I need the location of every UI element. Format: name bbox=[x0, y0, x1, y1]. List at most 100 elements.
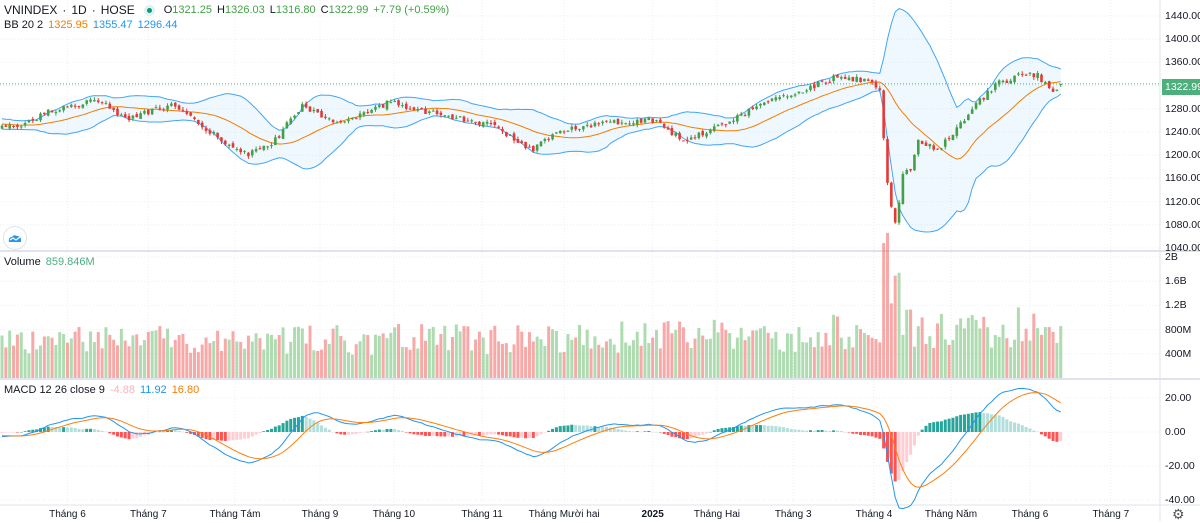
candle-body bbox=[127, 115, 131, 121]
macd-histogram-bar bbox=[458, 432, 462, 436]
candle-body bbox=[231, 143, 235, 148]
macd-legend[interactable]: MACD 12 26 close 9 -4.88 11.92 16.80 bbox=[4, 384, 199, 396]
macd-histogram-bar bbox=[123, 432, 127, 439]
candle-body bbox=[393, 101, 396, 103]
volume-bar bbox=[15, 334, 19, 378]
macd-histogram-bar bbox=[370, 431, 374, 432]
close-label: C bbox=[320, 4, 329, 16]
candle-body bbox=[532, 146, 535, 152]
candle-body bbox=[408, 108, 412, 110]
candle-body bbox=[789, 95, 793, 98]
macd-histogram-bar bbox=[243, 432, 247, 439]
candle-body bbox=[982, 97, 986, 100]
volume-bar bbox=[747, 336, 751, 378]
volume-bar bbox=[793, 351, 797, 378]
volume-bar bbox=[916, 326, 920, 378]
candle-body bbox=[485, 121, 489, 124]
volume-bar bbox=[35, 349, 39, 378]
macd-histogram-bar bbox=[385, 428, 389, 432]
volume-bar bbox=[1051, 331, 1055, 378]
volume-bar bbox=[766, 332, 770, 378]
candle-body bbox=[805, 90, 808, 92]
candle-body bbox=[343, 121, 346, 123]
macd-histogram-bar bbox=[443, 432, 447, 437]
macd-histogram-bar bbox=[905, 432, 909, 463]
candle-body bbox=[493, 121, 497, 126]
volume-bar bbox=[835, 316, 839, 378]
candle-body bbox=[189, 112, 192, 116]
macd-histogram-bar bbox=[543, 432, 547, 433]
candle-body bbox=[374, 106, 377, 110]
macd-histogram-bar bbox=[1055, 432, 1059, 442]
volume-bar bbox=[716, 332, 720, 378]
bb-legend[interactable]: BB 20 2 1325.95 1355.47 1296.44 bbox=[4, 19, 177, 31]
candle-body bbox=[574, 126, 577, 130]
candle-body bbox=[901, 174, 905, 204]
macd-histogram-bar bbox=[19, 431, 23, 433]
volume-bar bbox=[512, 344, 516, 378]
candle-body bbox=[104, 102, 108, 104]
candle-body bbox=[890, 182, 893, 207]
price-axis-label: 1200.00 bbox=[1165, 149, 1200, 162]
volume-bar bbox=[1016, 307, 1020, 378]
volume-bar bbox=[193, 347, 196, 378]
macd-histogram-bar bbox=[189, 432, 193, 434]
macd-histogram-bar bbox=[323, 427, 327, 432]
tradingview-logo-icon[interactable] bbox=[3, 226, 27, 250]
volume-bar bbox=[477, 331, 481, 378]
macd-histogram-bar bbox=[89, 428, 93, 432]
macd-histogram-bar bbox=[966, 413, 970, 432]
volume-bar bbox=[58, 332, 62, 378]
candle-body bbox=[724, 124, 728, 126]
macd-histogram-bar bbox=[797, 429, 801, 432]
macd-histogram-bar bbox=[516, 432, 520, 438]
macd-histogram-bar bbox=[689, 432, 693, 439]
symbol-name[interactable]: VNINDEX bbox=[4, 3, 58, 17]
candle-body bbox=[516, 139, 520, 143]
candle-body bbox=[635, 119, 639, 125]
candle-body bbox=[1055, 89, 1059, 91]
bb-fill bbox=[2, 8, 1061, 232]
candle-body bbox=[170, 103, 173, 106]
macd-histogram-bar bbox=[620, 429, 624, 432]
macd-histogram-bar bbox=[785, 428, 789, 432]
macd-histogram-bar bbox=[993, 414, 997, 432]
macd-histogram-bar bbox=[339, 432, 343, 435]
volume-bar bbox=[27, 353, 31, 378]
volume-bar bbox=[1013, 339, 1017, 378]
macd-histogram-bar bbox=[100, 430, 104, 432]
candle-body bbox=[420, 107, 423, 110]
volume-value: 859.846M bbox=[45, 256, 95, 268]
candle-body bbox=[728, 121, 731, 124]
volume-bar bbox=[470, 350, 474, 378]
macd-histogram-bar bbox=[770, 425, 774, 432]
volume-bar bbox=[574, 337, 578, 378]
price-axis-label: 1240.00 bbox=[1165, 126, 1200, 138]
candle-body bbox=[866, 79, 870, 81]
macd-histogram-bar bbox=[843, 431, 847, 433]
settings-gear-icon[interactable]: ⚙ bbox=[1172, 506, 1185, 522]
candle-body bbox=[447, 115, 450, 117]
macd-histogram-bar bbox=[316, 422, 320, 432]
macd-histogram-bar bbox=[651, 431, 655, 433]
interval[interactable]: 1D bbox=[71, 3, 87, 17]
macd-histogram-bar bbox=[196, 432, 200, 437]
volume-bar bbox=[1024, 328, 1028, 378]
volume-bar bbox=[323, 339, 327, 378]
volume-bar bbox=[724, 329, 728, 378]
candle-body bbox=[770, 98, 774, 101]
macd-histogram-bar bbox=[1047, 432, 1051, 439]
volume-legend[interactable]: Volume 859.846M bbox=[4, 256, 95, 268]
macd-histogram-bar bbox=[712, 430, 716, 432]
candle-body bbox=[100, 102, 104, 104]
volume-bar bbox=[643, 323, 647, 378]
macd-histogram-bar bbox=[755, 425, 759, 432]
candle-body bbox=[836, 74, 839, 78]
candle-body bbox=[89, 99, 92, 102]
candle-body bbox=[813, 84, 816, 89]
candle-body bbox=[1059, 83, 1063, 85]
volume-bar bbox=[535, 336, 539, 378]
candle-body bbox=[639, 118, 643, 123]
macd-histogram-bar bbox=[570, 424, 574, 432]
